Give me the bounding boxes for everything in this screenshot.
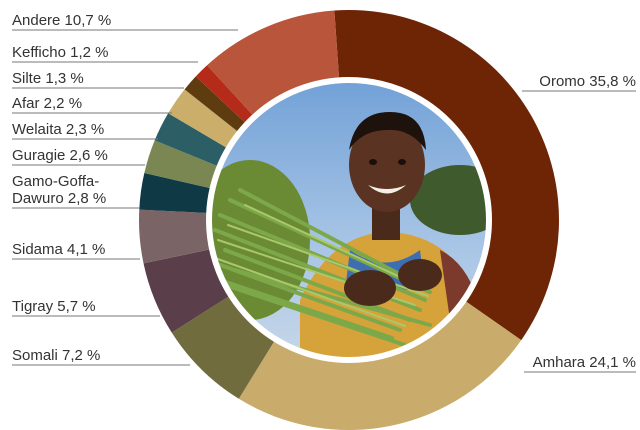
slice-labels: Oromo 35,8 % Amhara 24,1 % Somali 7,2 % Tig… [12, 12, 636, 373]
label-oromo: Oromo 35,8 % [539, 73, 636, 90]
label-somali: Somali 7,2 % [12, 347, 100, 364]
slice-sidama [139, 209, 214, 264]
slice-andere [207, 10, 340, 119]
inner-ring [206, 77, 492, 363]
slice-kefficho [195, 65, 256, 126]
label-afar: Afar 2,2 % [12, 95, 82, 112]
label-guragie: Guragie 2,6 % [12, 147, 108, 164]
label-andere: Andere 10,7 % [12, 12, 111, 29]
label-gamo-goffa-dawuro: Gamo-Goffa-Dawuro 2,8 % [12, 173, 106, 207]
label-silte: Silte 1,3 % [12, 70, 84, 87]
label-welaita: Welaita 2,3 % [12, 121, 104, 138]
slice-gamo-goffa-dawuro [139, 173, 215, 214]
slice-silte [184, 76, 249, 135]
label-tigray: Tigray 5,7 % [12, 298, 96, 315]
label-kefficho: Kefficho 1,2 % [12, 44, 108, 61]
slice-tigray [143, 248, 233, 333]
label-sidama: Sidama 4,1 % [12, 241, 105, 258]
slice-afar [168, 89, 241, 150]
slice-amhara [238, 298, 522, 430]
label-amhara: Amhara 24,1 % [533, 354, 636, 371]
slice-guragie [144, 140, 222, 190]
slice-oromo [334, 9, 559, 341]
slice-welaita [154, 113, 231, 168]
donut-slices [139, 9, 559, 430]
